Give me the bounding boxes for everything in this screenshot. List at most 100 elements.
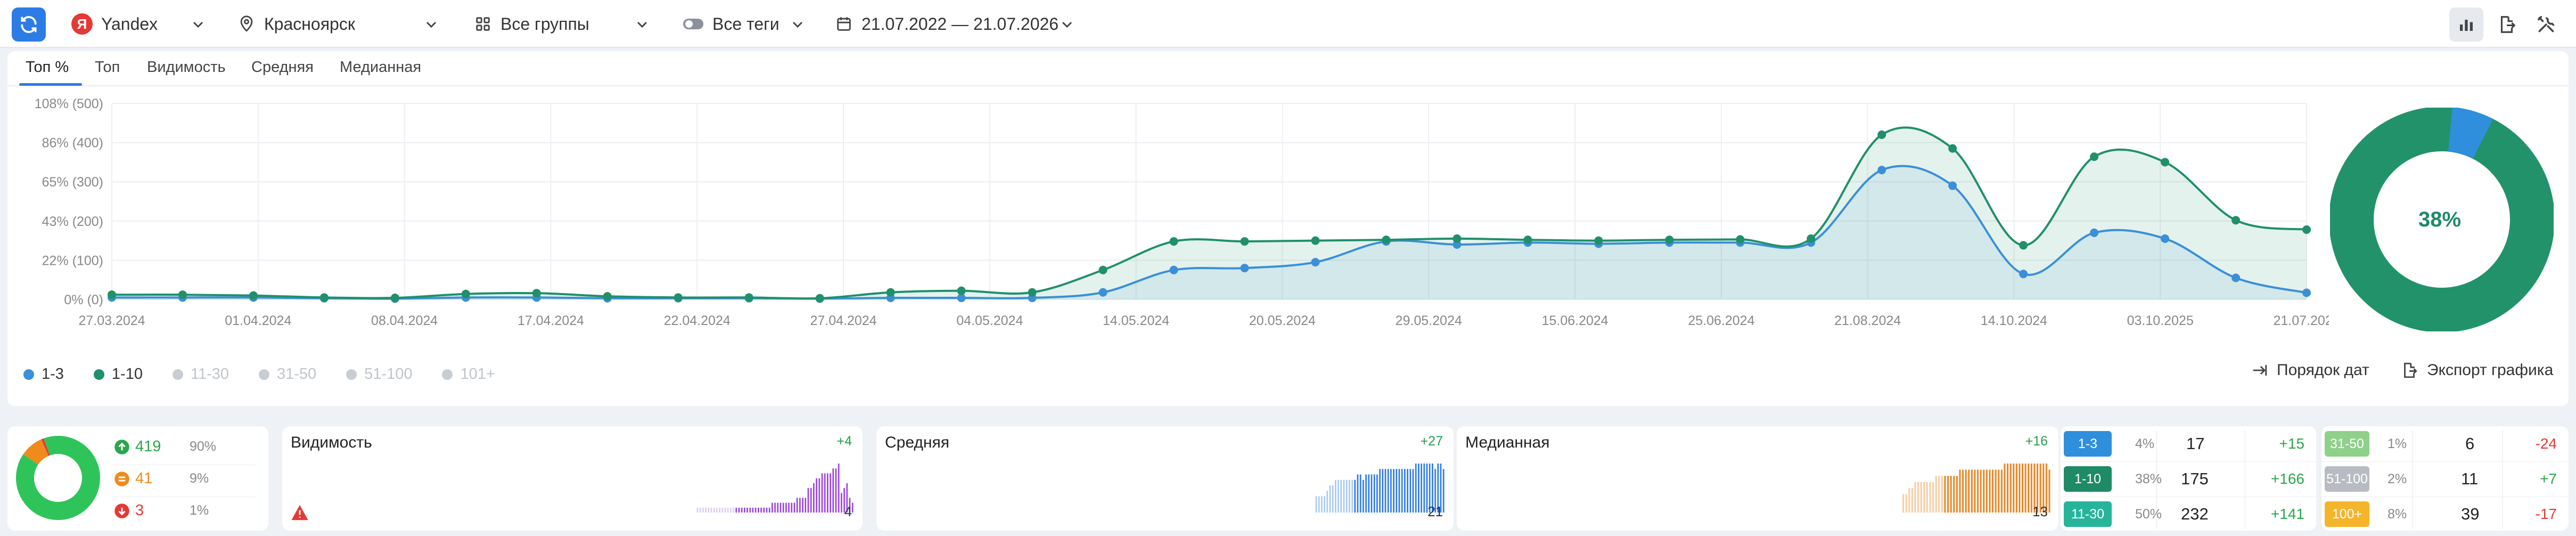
legend-label: 11-30 <box>190 366 229 383</box>
median-card[interactable]: Медианная +16 13 <box>1457 426 2058 531</box>
legend-item-1-10[interactable]: 1-10 <box>93 366 143 383</box>
legend-item-31-50[interactable]: 31-50 <box>259 366 316 383</box>
range-pct: 8% <box>2388 506 2407 522</box>
warning-icon <box>291 505 308 521</box>
spark-bar <box>791 502 793 513</box>
spark-bar <box>1998 469 2000 513</box>
tab-top[interactable]: Топ <box>95 59 120 76</box>
spark-bar <box>1329 485 1331 513</box>
tab-visibility[interactable]: Видимость <box>147 59 226 76</box>
spark-bar <box>702 507 704 513</box>
legend-item-51-100[interactable]: 51-100 <box>346 366 412 383</box>
spark-bar <box>1318 496 1320 513</box>
spark-bar <box>1332 485 1334 513</box>
date-order-button[interactable]: Порядок дат <box>2250 361 2369 379</box>
refresh-button[interactable] <box>12 7 46 42</box>
file-export-icon <box>2404 362 2417 378</box>
spark-bar <box>1351 480 1353 513</box>
data-point <box>2161 234 2170 243</box>
spark-bar <box>1938 476 1940 513</box>
legend-item-1-3[interactable]: 1-3 <box>23 366 64 383</box>
chart-view-button[interactable] <box>2449 7 2483 42</box>
row-divider <box>2061 461 2316 462</box>
spark-bar <box>1995 469 1997 513</box>
spark-bar <box>1359 474 1361 513</box>
spark-bar <box>760 507 762 513</box>
data-point <box>2232 273 2241 282</box>
spark-bar <box>1363 480 1364 513</box>
tab-top-percent[interactable]: Топ % <box>26 59 69 76</box>
spark-bar <box>699 507 701 513</box>
legend-item-11-30[interactable]: 11-30 <box>172 366 229 383</box>
average-card[interactable]: Средняя +27 21 <box>876 426 1454 531</box>
spark-bar <box>1382 469 1384 513</box>
top-donut-chart <box>2330 108 2554 331</box>
date-range-label: 21.07.2022 — 21.07.2026 <box>862 14 1059 34</box>
distribution-row-100-plus[interactable]: 100+ 8% 39 -17 <box>2321 499 2569 530</box>
date-range-select[interactable]: 21.07.2022 — 21.07.2026 <box>835 0 1085 48</box>
spark-bar <box>716 507 718 513</box>
range-count: 232 <box>2181 505 2209 523</box>
legend-label: 101+ <box>460 366 495 383</box>
x-tick-label: 17.04.2024 <box>518 313 584 328</box>
y-tick-label: 43% (200) <box>42 214 103 229</box>
arrow-right-icon <box>2253 365 2267 376</box>
donut-track <box>2330 108 2554 331</box>
spark-bar <box>1365 474 1367 513</box>
toggle-icon <box>683 19 703 29</box>
x-tick-label: 15.06.2024 <box>1541 313 1608 328</box>
median-value: 13 <box>2032 503 2048 519</box>
data-point <box>1169 237 1178 246</box>
file-export-icon <box>2500 16 2516 33</box>
search-engine-select[interactable]: Я Yandex <box>71 0 210 48</box>
spark-bar <box>1437 464 1439 513</box>
range-badge: 1-10 <box>2064 466 2112 492</box>
summary-equal-value: 41 <box>135 470 153 487</box>
export-button[interactable] <box>2490 7 2524 42</box>
distribution-row-1-3[interactable]: 1-3 4% 17 +15 <box>2061 428 2316 459</box>
distribution-row-31-50[interactable]: 31-50 1% 6 -24 <box>2321 428 2569 459</box>
legend-dot <box>93 369 104 380</box>
spark-bar <box>2030 464 2032 513</box>
spark-bar <box>1932 482 1934 513</box>
tags-select[interactable]: Все теги <box>683 0 810 48</box>
range-count: 17 <box>2186 434 2205 453</box>
legend-dot <box>442 369 453 380</box>
spark-bar <box>1935 476 1937 513</box>
export-chart-button[interactable]: Экспорт графика <box>2400 361 2553 379</box>
distribution-row-51-100[interactable]: 51-100 2% 11 +7 <box>2321 464 2569 494</box>
data-point <box>2302 225 2311 234</box>
spark-bar <box>1415 464 1417 513</box>
distribution-row-1-10[interactable]: 1-10 38% 175 +166 <box>2061 464 2316 494</box>
data-point <box>1382 235 1391 245</box>
visibility-card[interactable]: Видимость +4 4 <box>282 426 863 531</box>
distribution-row-11-30[interactable]: 11-30 50% 232 +141 <box>2061 499 2316 530</box>
spark-bar <box>768 507 770 513</box>
spark-bar <box>1390 469 1392 513</box>
tags-label: Все теги <box>712 14 780 34</box>
spark-bar <box>1404 469 1406 513</box>
tab-average[interactable]: Средняя <box>251 59 314 76</box>
data-point <box>674 293 683 302</box>
legend-dot <box>259 369 269 380</box>
tab-median[interactable]: Медианная <box>340 59 422 76</box>
data-point <box>1453 234 1462 243</box>
x-tick-label: 27.03.2024 <box>78 313 145 328</box>
tools-button[interactable] <box>2529 7 2563 42</box>
median-sparkline <box>1902 464 2050 513</box>
region-select[interactable]: Красноярск <box>237 0 445 48</box>
spark-bar <box>843 488 845 513</box>
range-pct: 2% <box>2388 471 2407 486</box>
legend-label: 31-50 <box>277 366 317 383</box>
groups-select[interactable]: Все группы <box>474 0 655 48</box>
range-pct: 1% <box>2388 436 2407 451</box>
visibility-sparkline <box>696 464 854 513</box>
spark-bar <box>1393 469 1394 513</box>
spark-bar <box>749 507 751 513</box>
data-point <box>1098 265 1107 274</box>
legend-item-101-plus[interactable]: 101+ <box>442 366 495 383</box>
spark-bar <box>788 502 790 513</box>
spark-bar <box>1947 476 1949 513</box>
data-point <box>1453 240 1462 249</box>
spark-bar <box>813 483 815 513</box>
